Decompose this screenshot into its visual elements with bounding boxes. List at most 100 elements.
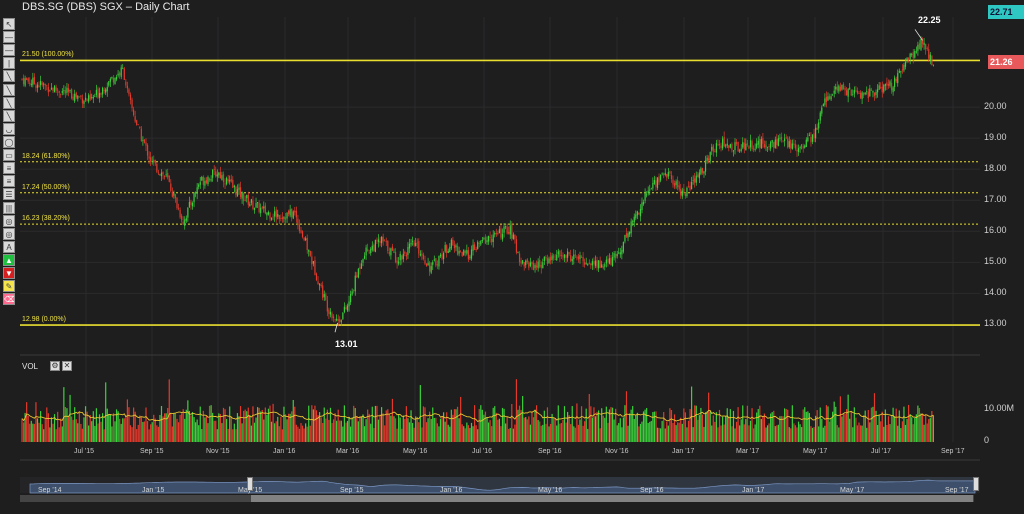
volume-bar: [35, 402, 37, 442]
volume-bar: [368, 413, 370, 442]
candle-body: [429, 262, 431, 272]
ellipse-tool[interactable]: ◯: [3, 135, 15, 148]
volume-bar: [554, 418, 556, 442]
candle-body: [760, 138, 762, 149]
volume-bar: [807, 411, 809, 442]
trend-line-tool[interactable]: ╲: [3, 70, 15, 83]
candle-body: [36, 84, 39, 88]
volume-bar: [57, 411, 59, 442]
candle-body: [98, 93, 101, 99]
time-axis-tick: Sep '17: [941, 448, 965, 455]
candle-body: [655, 180, 657, 187]
ray-tool[interactable]: ╲: [3, 83, 15, 96]
rectangle-tool[interactable]: ▭: [3, 149, 15, 162]
volume-bar: [80, 423, 82, 442]
fib-time-tool[interactable]: |||: [3, 201, 15, 214]
fib-fan-tool[interactable]: ☰: [3, 188, 15, 201]
navigator-right-handle[interactable]: [973, 477, 979, 491]
candle-body: [850, 89, 852, 96]
fibonacci-tool[interactable]: ≡: [3, 175, 15, 188]
candle-body: [844, 88, 846, 91]
arc-tool[interactable]: ◡: [3, 122, 15, 135]
candle-body: [340, 320, 342, 323]
volume-bar: [235, 429, 237, 442]
volume-bar: [911, 417, 913, 442]
text-tool[interactable]: A: [3, 240, 15, 253]
candle-body: [599, 260, 601, 268]
cycle-tool[interactable]: ◎: [3, 227, 15, 240]
candle-body: [570, 255, 572, 261]
volume-bar: [756, 412, 758, 442]
candle-body: [226, 177, 228, 185]
volume-bar: [861, 425, 863, 442]
candle-body: [887, 83, 890, 86]
candle-body: [483, 238, 485, 240]
candle-body: [680, 188, 682, 196]
eraser-tool[interactable]: ⌫: [3, 293, 15, 306]
volume-bar: [625, 391, 628, 442]
sell-arrow-tool[interactable]: ▼: [3, 267, 15, 280]
extended-line-tool[interactable]: ╲: [3, 96, 15, 109]
candle-body: [382, 236, 384, 242]
volume-bar: [450, 409, 452, 442]
vertical-line-tool[interactable]: |: [3, 57, 15, 70]
volume-bar: [253, 422, 256, 442]
candle-body: [432, 262, 434, 265]
channel-tool[interactable]: ≡: [3, 162, 15, 175]
navigator-scrollbar-thumb[interactable]: [251, 495, 973, 502]
candle-body: [339, 319, 341, 322]
candle-body: [610, 257, 612, 265]
volume-bar: [401, 428, 403, 442]
horizontal-ray-tool[interactable]: —: [3, 44, 15, 57]
gann-fan-tool[interactable]: ◎: [3, 214, 15, 227]
volume-bar: [142, 421, 144, 442]
volume-bar: [86, 411, 88, 442]
candle-body: [422, 254, 425, 259]
buy-arrow-tool[interactable]: ▲: [3, 253, 15, 266]
candle-body: [881, 86, 883, 93]
candle-body: [886, 82, 888, 86]
volume-bar: [64, 406, 66, 442]
volume-bar: [511, 403, 513, 442]
candle-body: [785, 137, 787, 139]
volume-bar: [500, 426, 502, 442]
candle-body: [222, 174, 225, 183]
candle-body: [536, 265, 538, 268]
candle-body: [398, 261, 400, 264]
highlighter-tool[interactable]: ✎: [3, 280, 15, 293]
candle-body: [373, 244, 375, 252]
volume-bar: [754, 424, 756, 442]
volume-close-button[interactable]: ✕: [62, 361, 72, 371]
volume-bar: [923, 424, 925, 442]
candlestick-series[interactable]: [21, 36, 934, 327]
candle-body: [846, 90, 848, 96]
pointer-tool[interactable]: ↖: [3, 18, 15, 30]
volume-bar: [568, 415, 570, 442]
candle-body: [176, 197, 178, 209]
price-axis-tick: 14.00: [984, 287, 1007, 298]
candle-body: [808, 135, 810, 137]
candle-body: [571, 258, 573, 262]
candle-body: [838, 85, 840, 92]
volume-settings-button[interactable]: ⚙: [50, 361, 60, 371]
horizontal-line-tool[interactable]: —: [3, 31, 15, 44]
navigator-left-handle[interactable]: [247, 477, 253, 491]
volume-bar: [773, 410, 775, 442]
volume-bar: [477, 429, 479, 442]
volume-bar: [689, 409, 691, 442]
volume-bar: [67, 417, 70, 442]
volume-bar: [288, 413, 290, 442]
candle-body: [563, 254, 566, 259]
volume-bar: [168, 379, 170, 442]
candle-body: [537, 261, 539, 269]
candle-body: [449, 247, 451, 253]
arrow-tool[interactable]: ╲: [3, 109, 15, 122]
candle-body: [416, 242, 418, 244]
candle-body: [66, 87, 68, 93]
navigator-area[interactable]: [20, 477, 980, 494]
candle-body: [557, 251, 559, 255]
close-icon: ✕: [63, 361, 71, 370]
volume-bar: [664, 428, 666, 442]
candle-body: [836, 86, 838, 91]
